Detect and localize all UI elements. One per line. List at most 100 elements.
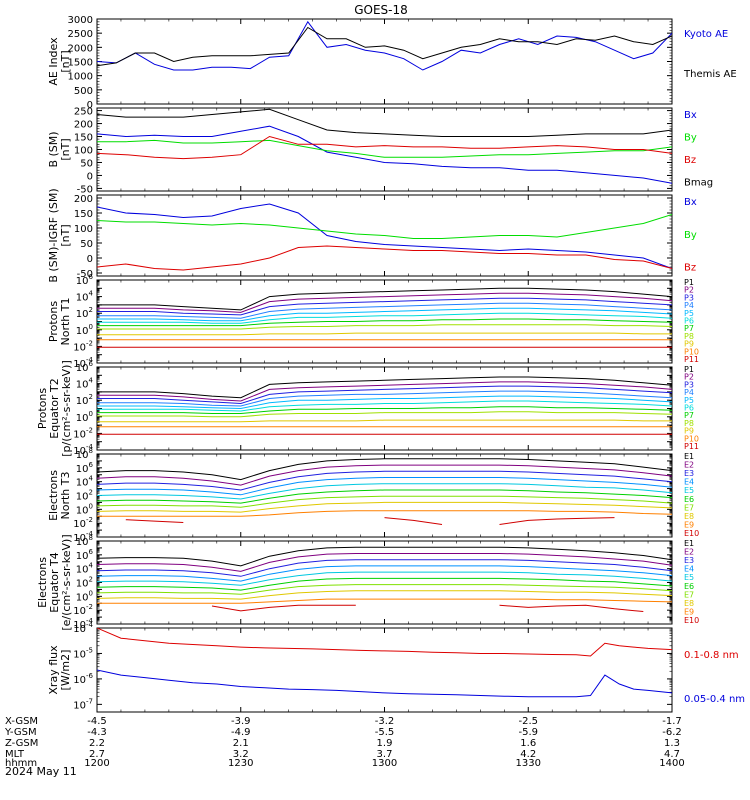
y-tick-label: 106 bbox=[76, 548, 94, 562]
legend-label: P3 bbox=[684, 380, 694, 389]
x-axis-value: 4.7 bbox=[664, 749, 680, 760]
series-line-p6 bbox=[97, 312, 672, 324]
y-tick-label: 10-6 bbox=[73, 672, 93, 686]
y-tick-label: 100 bbox=[76, 502, 93, 516]
legend-label: E10 bbox=[684, 616, 699, 625]
legend-label: P9 bbox=[684, 427, 694, 436]
legend-label: E1 bbox=[684, 539, 694, 548]
y-tick-label: -50 bbox=[77, 269, 93, 280]
series-line-kyoto-ae bbox=[97, 20, 672, 71]
legend-label: P3 bbox=[684, 293, 694, 302]
x-axis-value: -6.2 bbox=[662, 727, 682, 738]
series-line-by bbox=[97, 214, 672, 239]
legend-label: P11 bbox=[684, 442, 699, 451]
legend-label: E1 bbox=[684, 452, 694, 461]
y-tick-label: 104 bbox=[76, 562, 94, 576]
series-line-themis-ae bbox=[97, 26, 672, 67]
panel-8: 10-7 10-6 10-5 10-4 Xray flux [W/m2] 0.1-0.8 n… bbox=[47, 621, 745, 713]
series-line-bx bbox=[97, 125, 672, 184]
series-line-p5 bbox=[97, 395, 672, 410]
y-tick-label: 10-4 bbox=[73, 621, 93, 635]
x-axis-value: 1200 bbox=[84, 758, 109, 769]
y-tick-label: 106 bbox=[76, 461, 94, 475]
panel-5: 10-4 10-2 100 102 104 106 Protons Equator T2 [p/… bbox=[36, 360, 699, 457]
y-tick-label: 10-4 bbox=[73, 530, 93, 544]
legend-label: E6 bbox=[684, 582, 694, 591]
legend-label: P7 bbox=[684, 324, 694, 333]
series-line-p1 bbox=[97, 376, 672, 399]
legend-label: P9 bbox=[684, 340, 694, 349]
legend-label: P1 bbox=[684, 278, 694, 287]
series-line-bmag bbox=[97, 108, 672, 137]
series-line-p2 bbox=[97, 381, 672, 402]
y-tick-label: 104 bbox=[76, 290, 94, 304]
series-line-p7 bbox=[97, 318, 672, 327]
panel-frame bbox=[96, 627, 673, 713]
series-line-p4 bbox=[97, 302, 672, 319]
series-group bbox=[97, 546, 672, 612]
x-axis-value: 1.6 bbox=[520, 738, 536, 749]
y-tick-label: 50 bbox=[80, 158, 93, 169]
panel-3: -50 0 50 100 150 200 B (SM)-IGRF (SM) [nT] Bx By B… bbox=[47, 188, 697, 282]
y-axis-label: Equator T2 bbox=[48, 378, 61, 438]
legend-label: E5 bbox=[684, 486, 694, 495]
y-axis-label: Protons bbox=[36, 388, 49, 429]
panel-frame bbox=[96, 279, 673, 364]
y-tick-label: 100 bbox=[74, 146, 93, 157]
y-tick-label: 3000 bbox=[68, 15, 93, 26]
series-line-e6 bbox=[97, 489, 672, 504]
x-axis-value: 1300 bbox=[372, 758, 397, 769]
y-tick-label: 10-2 bbox=[73, 426, 93, 440]
series-group bbox=[97, 628, 672, 698]
legend-label: E7 bbox=[684, 590, 694, 599]
legend-label: P6 bbox=[684, 404, 694, 413]
y-tick-label: 200 bbox=[74, 120, 93, 131]
legend-label: Bmag bbox=[684, 177, 713, 188]
series-line-e2 bbox=[97, 553, 672, 572]
legend-label: E3 bbox=[684, 469, 694, 478]
y-tick-label: 102 bbox=[76, 306, 93, 320]
x-axis-value: 3.2 bbox=[233, 749, 249, 760]
y-tick-label: 10-2 bbox=[73, 339, 93, 353]
x-axis-value: 1400 bbox=[659, 758, 684, 769]
y-tick-label: 102 bbox=[76, 489, 93, 503]
legend-label: By bbox=[684, 230, 697, 241]
legend-label: E2 bbox=[684, 548, 694, 557]
y-tick-label: 150 bbox=[74, 133, 93, 144]
y-axis-label: North T3 bbox=[59, 472, 72, 520]
series-line-e8 bbox=[97, 501, 672, 513]
panel-frame bbox=[96, 107, 673, 192]
series-line-p5 bbox=[97, 307, 672, 322]
x-axis-value: -5.9 bbox=[518, 727, 538, 738]
legend-label: Bz bbox=[684, 155, 696, 166]
y-tick-label: 100 bbox=[74, 224, 93, 235]
legend-label: E8 bbox=[684, 512, 694, 521]
y-tick-label: 150 bbox=[74, 209, 93, 220]
legend-label: P1 bbox=[684, 365, 694, 374]
legend-label: P11 bbox=[684, 355, 699, 364]
date-label: 2024 May 11 bbox=[5, 765, 77, 778]
legend-label: P10 bbox=[684, 434, 699, 443]
series-line-bz bbox=[97, 135, 672, 160]
legend-label: P8 bbox=[684, 332, 694, 341]
y-tick-label: 2500 bbox=[68, 29, 93, 40]
y-tick-label: 10-4 bbox=[73, 617, 93, 631]
series-line-e7 bbox=[97, 495, 672, 508]
y-axis-label: Electrons bbox=[36, 557, 49, 608]
x-axis-value: 2.2 bbox=[89, 738, 105, 749]
series-line-e4 bbox=[97, 565, 672, 582]
y-tick-label: 104 bbox=[76, 475, 94, 489]
legend-label: P2 bbox=[684, 373, 694, 382]
y-tick-label: 10-4 bbox=[73, 356, 93, 370]
legend-label: E4 bbox=[684, 478, 694, 487]
legend-label: 0.05-0.4 nm bbox=[684, 694, 745, 705]
series-line-0-05-0-4-nm bbox=[97, 669, 672, 698]
series-line-e9 bbox=[97, 598, 672, 604]
